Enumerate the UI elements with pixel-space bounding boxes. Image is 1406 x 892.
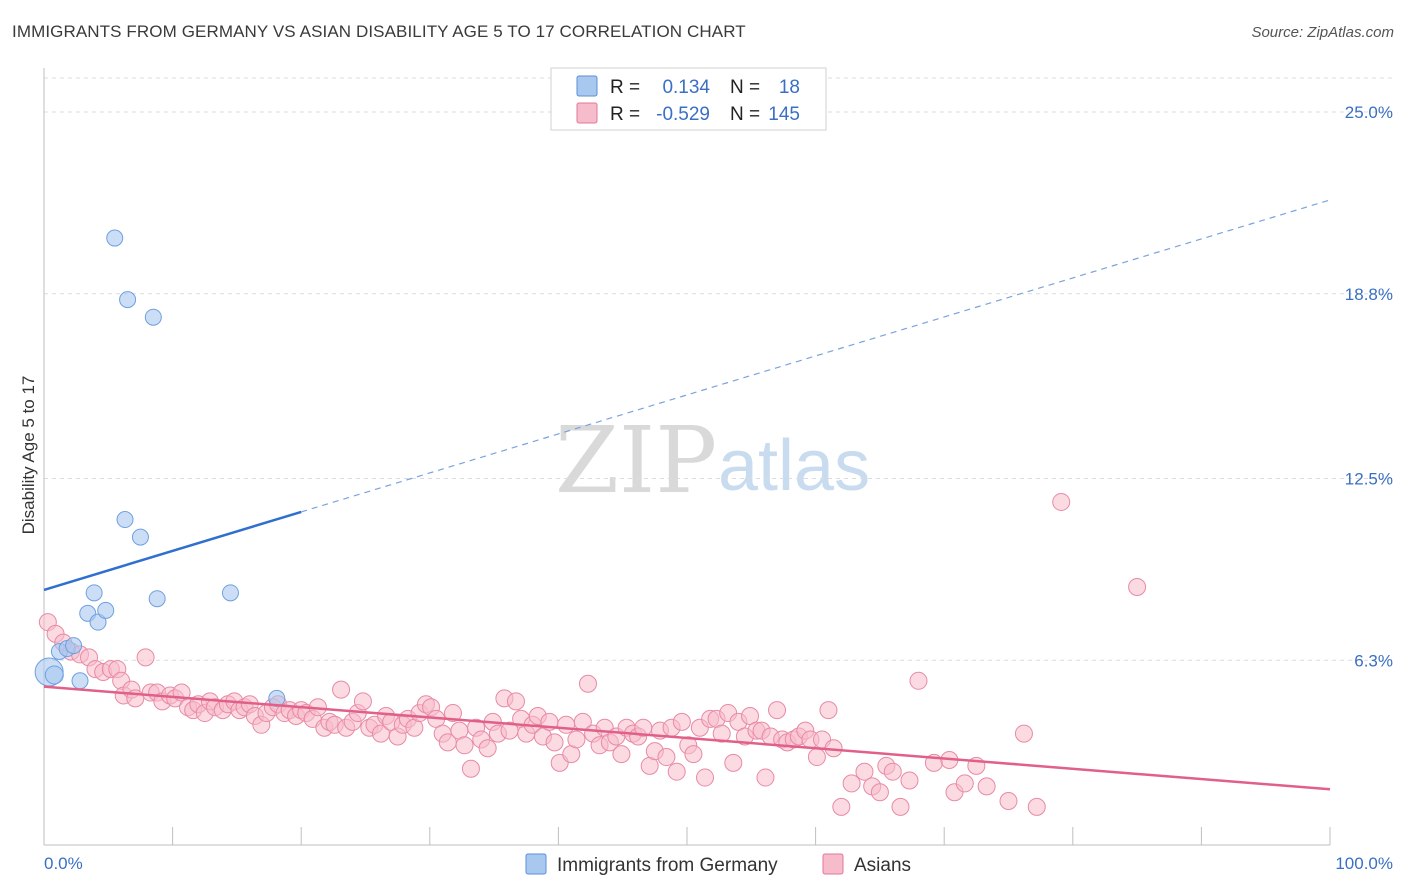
asians-point — [657, 748, 676, 767]
asians-point — [909, 671, 928, 690]
asians-point — [724, 753, 743, 772]
asians-point — [842, 774, 861, 793]
asians-point — [883, 762, 902, 781]
asians-point — [684, 745, 703, 764]
source-credit: Source: ZipAtlas.com — [1251, 24, 1394, 41]
y-tick-label: 6.3% — [1354, 651, 1393, 670]
asians-point — [567, 730, 586, 749]
asians-point — [612, 745, 631, 764]
germany-point — [119, 291, 137, 309]
legend-r-label-asians: R = — [610, 104, 640, 125]
y-tick-labels: 6.3% 12.5% 18.8% 25.0% — [1345, 103, 1393, 670]
germany-point — [131, 528, 149, 546]
asians-trend — [43, 685, 1331, 791]
legend-r-value-germany: 0.134 — [662, 77, 710, 98]
asians-point — [1052, 492, 1071, 511]
asians-point — [1014, 724, 1033, 743]
germany-point — [148, 590, 166, 608]
germany-trend-solid — [43, 510, 302, 592]
series-legend-label-asians: Asians — [854, 855, 911, 876]
legend-n-value-germany: 18 — [779, 77, 800, 98]
legend-n-label-germany: N = — [730, 77, 760, 98]
asians-point — [832, 797, 851, 816]
gridlines — [44, 77, 1393, 661]
asians-point — [443, 704, 462, 723]
trend-lines — [43, 199, 1331, 791]
germany-trend-dashed — [301, 199, 1331, 513]
germany-point — [65, 637, 83, 655]
asians-point — [819, 701, 838, 720]
legend-r-label-germany: R = — [610, 77, 640, 98]
correlation-legend: R = 0.134 N = 18 R = -0.529 N = 145 — [550, 67, 827, 131]
y-tick-label: 12.5% — [1345, 469, 1393, 488]
asians-point — [977, 777, 996, 796]
asians-point — [332, 680, 351, 699]
asians-point — [999, 792, 1018, 811]
legend-r-value-asians: -0.529 — [656, 104, 710, 125]
asians-point — [807, 748, 826, 767]
asians-point — [667, 762, 686, 781]
asians-point — [672, 712, 691, 731]
asians-point — [455, 736, 474, 755]
asians-point — [855, 762, 874, 781]
asians-point — [1027, 797, 1046, 816]
legend-n-label-asians: N = — [730, 104, 760, 125]
asians-point — [870, 783, 889, 802]
asians-point — [478, 739, 497, 758]
asians-point — [900, 771, 919, 790]
asians-point — [557, 715, 576, 734]
legend-swatch-asians — [576, 102, 598, 124]
germany-point — [97, 601, 115, 619]
asians-point — [756, 768, 775, 787]
asians-point — [506, 692, 525, 711]
x-tick-labels: 0.0% 100.0% — [44, 854, 1393, 873]
watermark: ZIP atlas — [555, 407, 870, 514]
y-axis-title: Disability Age 5 to 17 — [19, 376, 38, 535]
asians-point — [955, 774, 974, 793]
legend-n-value-asians: 145 — [768, 104, 800, 125]
asians-point — [891, 797, 910, 816]
germany-point — [144, 308, 162, 326]
series-legend-label-germany: Immigrants from Germany — [557, 855, 778, 876]
germany-point — [71, 672, 89, 690]
asians-point — [1128, 577, 1147, 596]
series-legend-swatch-asians — [822, 853, 844, 875]
germany-point — [44, 665, 64, 685]
watermark-atlas: atlas — [718, 426, 870, 506]
asians-point — [768, 701, 787, 720]
asians-point — [461, 759, 480, 778]
germany-points — [34, 229, 286, 707]
asians-point — [353, 692, 372, 711]
germany-point — [106, 229, 124, 247]
x-tick-label-min: 0.0% — [44, 854, 83, 873]
germany-point — [89, 613, 107, 631]
y-tick-label: 18.8% — [1345, 285, 1393, 304]
axes — [43, 68, 1331, 846]
watermark-zip: ZIP — [555, 407, 717, 514]
germany-point — [221, 584, 239, 602]
germany-point — [116, 511, 134, 529]
x-tick-label-max: 100.0% — [1335, 854, 1393, 873]
legend-swatch-germany — [576, 75, 598, 97]
asians-point — [696, 768, 715, 787]
chart-title: IMMIGRANTS FROM GERMANY VS ASIAN DISABIL… — [12, 22, 746, 41]
asians-point — [136, 648, 155, 667]
y-tick-label: 25.0% — [1345, 103, 1393, 122]
asians-point — [545, 733, 564, 752]
series-legend-swatch-germany — [525, 853, 547, 875]
series-legend: Immigrants from Germany Asians — [525, 853, 911, 876]
asians-point — [578, 674, 597, 693]
germany-point — [85, 584, 103, 602]
asians-point — [712, 724, 731, 743]
